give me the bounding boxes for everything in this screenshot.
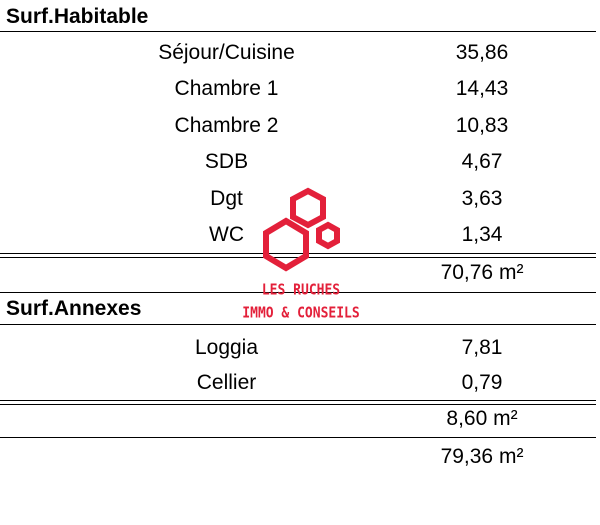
- divider: [0, 31, 596, 32]
- subtotal-habitable: 70,76 m²: [440, 261, 524, 284]
- room-area: 4,67: [461, 150, 503, 173]
- table-row: Séjour/Cuisine 35,86: [0, 38, 600, 68]
- room-area: 10,83: [455, 114, 509, 137]
- table-row: SDB 4,67: [0, 147, 600, 177]
- grand-total: 79,36 m²: [440, 445, 524, 468]
- room-area: 35,86: [455, 41, 509, 64]
- room-area: 7,81: [461, 336, 503, 359]
- room-label: Loggia: [194, 336, 259, 359]
- grand-total-row: 79,36 m²: [0, 442, 600, 472]
- total-divider: [0, 400, 596, 405]
- room-area: 3,63: [461, 187, 503, 210]
- room-label: Chambre 2: [174, 114, 279, 137]
- watermark-line1: LES RUCHES: [261, 281, 341, 300]
- subtotal-row: 70,76 m²: [0, 258, 600, 288]
- table-row: Cellier 0,79: [0, 368, 600, 398]
- divider: [0, 292, 596, 293]
- table-row: Chambre 2 10,83: [0, 111, 600, 141]
- room-label: SDB: [204, 150, 249, 173]
- room-label: Dgt: [210, 187, 243, 210]
- hexagon-cluster-logo-icon: [263, 187, 340, 272]
- subtotal-row: 8,60 m²: [0, 404, 600, 434]
- room-label: Cellier: [196, 371, 257, 394]
- table-row: Loggia 7,81: [0, 333, 600, 363]
- divider: [0, 324, 596, 325]
- divider: [0, 437, 596, 438]
- subtotal-annexes: 8,60 m²: [446, 407, 518, 430]
- table-row: Chambre 1 14,43: [0, 74, 600, 104]
- room-label: WC: [209, 223, 244, 246]
- table-row: Dgt 3,63: [0, 184, 600, 214]
- watermark-line2: IMMO & CONSEILS: [242, 304, 360, 323]
- room-label: Séjour/Cuisine: [158, 41, 295, 64]
- room-area: 1,34: [461, 223, 503, 246]
- section-title-annexes: Surf.Annexes: [6, 297, 142, 320]
- room-area: 0,79: [461, 371, 503, 394]
- section-title-habitable: Surf.Habitable: [6, 5, 149, 28]
- room-area: 14,43: [455, 77, 509, 100]
- room-label: Chambre 1: [174, 77, 279, 100]
- table-row: WC 1,34: [0, 220, 600, 250]
